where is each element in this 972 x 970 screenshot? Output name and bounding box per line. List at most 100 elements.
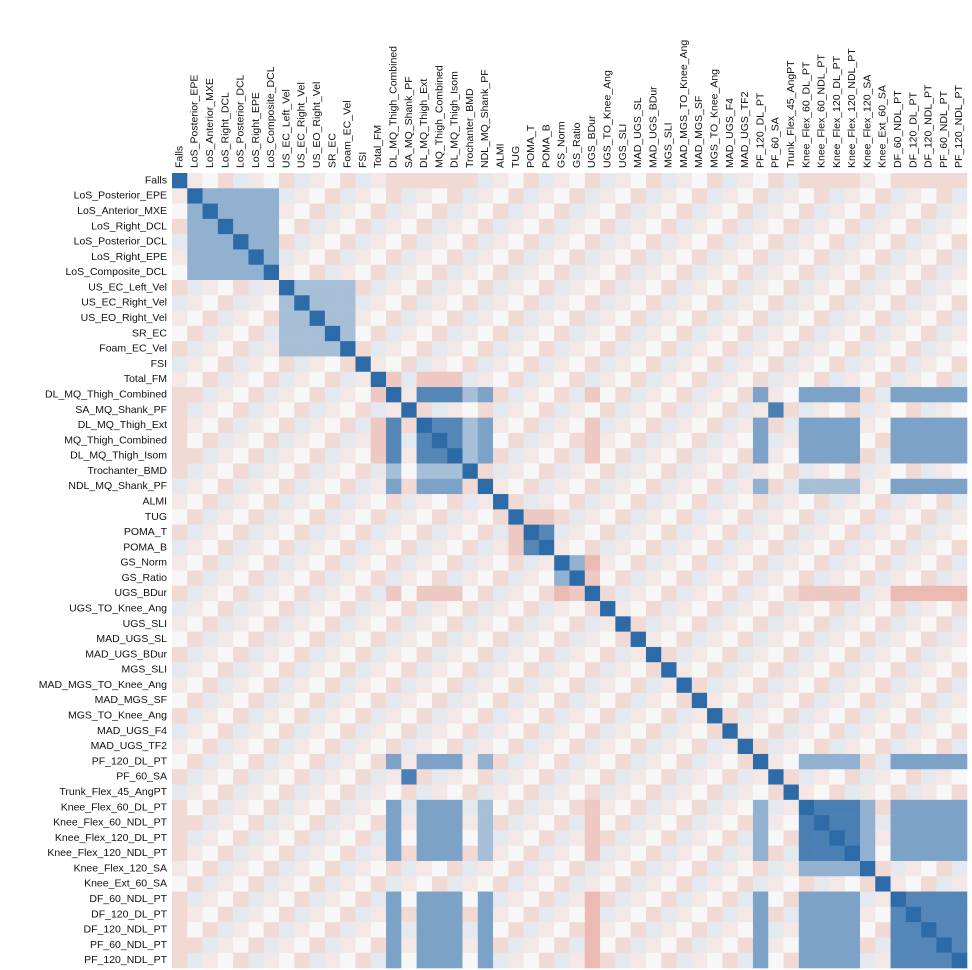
- heatmap-cell: [370, 188, 387, 204]
- heatmap-cell: [829, 616, 845, 632]
- heatmap-cell: [921, 753, 937, 770]
- row-label: MAD_MGS_TO_Knee_Ang: [39, 679, 167, 691]
- heatmap-cell: [661, 539, 677, 556]
- heatmap-cell: [783, 555, 800, 571]
- column-label: LoS_Right_DCL: [219, 92, 231, 168]
- heatmap-cell: [630, 234, 647, 250]
- heatmap-cell: [584, 478, 601, 495]
- heatmap-cell: [217, 494, 234, 510]
- heatmap-cell: [477, 646, 494, 663]
- heatmap-cell: [829, 448, 845, 464]
- heatmap-cell: [630, 509, 647, 525]
- heatmap-cell: [386, 417, 402, 434]
- heatmap-cell: [340, 249, 356, 266]
- heatmap-cell: [447, 448, 463, 464]
- heatmap-cell: [890, 906, 907, 923]
- heatmap-cell: [248, 830, 265, 846]
- heatmap-cell: [462, 371, 479, 388]
- heatmap-cell: [798, 601, 815, 617]
- heatmap-cell: [279, 325, 295, 342]
- heatmap-cell: [936, 524, 953, 541]
- heatmap-cell: [645, 280, 662, 296]
- heatmap-cell: [783, 295, 800, 311]
- heatmap-cell: [798, 387, 815, 403]
- heatmap-cell: [309, 738, 326, 755]
- column-label: POMA_T: [525, 124, 537, 168]
- heatmap-cell: [508, 769, 524, 785]
- heatmap-cell: [722, 218, 738, 235]
- heatmap-cell: [309, 280, 326, 296]
- heatmap-cell: [951, 218, 968, 235]
- heatmap-cell: [584, 570, 601, 587]
- heatmap-cell: [263, 860, 280, 877]
- heatmap-cell: [859, 188, 876, 204]
- heatmap-cell: [416, 876, 433, 892]
- heatmap-cell: [340, 891, 356, 908]
- heatmap-cell: [737, 234, 754, 250]
- heatmap-cell: [279, 310, 295, 327]
- heatmap-cell: [798, 234, 815, 250]
- heatmap-cell: [844, 692, 861, 709]
- heatmap-cell: [477, 402, 494, 418]
- heatmap-cell: [386, 310, 402, 327]
- heatmap-cell: [431, 203, 448, 220]
- heatmap-cell: [752, 387, 769, 403]
- heatmap-cell: [691, 387, 708, 403]
- heatmap-cell: [890, 234, 907, 250]
- heatmap-cell: [172, 646, 188, 663]
- heatmap-cell: [645, 738, 662, 755]
- heatmap-cell: [875, 631, 891, 648]
- heatmap-cell: [844, 218, 861, 235]
- heatmap-cell: [355, 692, 372, 709]
- heatmap-cell: [187, 371, 203, 388]
- heatmap-cell: [370, 616, 387, 632]
- heatmap-cell: [798, 417, 815, 434]
- heatmap-cell: [890, 539, 907, 556]
- heatmap-cell: [217, 585, 234, 602]
- heatmap-cell: [905, 723, 922, 739]
- heatmap-cell: [187, 203, 203, 220]
- heatmap-cell: [905, 524, 922, 541]
- heatmap-cell: [707, 417, 723, 434]
- heatmap-cell: [538, 295, 555, 311]
- heatmap-cell: [508, 524, 524, 541]
- heatmap-cell: [921, 815, 937, 831]
- heatmap-cell: [538, 494, 555, 510]
- heatmap-cell: [615, 341, 631, 357]
- heatmap-cell: [340, 922, 356, 938]
- heatmap-cell: [859, 280, 876, 296]
- heatmap-cell: [783, 387, 800, 403]
- heatmap-cell: [615, 218, 631, 235]
- heatmap-cell: [737, 325, 754, 342]
- heatmap-cell: [217, 524, 234, 541]
- heatmap-cell: [936, 891, 953, 908]
- row-label: GS_Norm: [120, 557, 167, 569]
- heatmap-cell: [844, 631, 861, 648]
- heatmap-cell: [752, 723, 769, 739]
- heatmap-cell: [584, 234, 601, 250]
- heatmap-cell: [951, 677, 968, 694]
- heatmap-cell: [890, 662, 907, 678]
- heatmap-cell: [248, 738, 265, 755]
- heatmap-cell: [309, 463, 326, 480]
- heatmap-cell: [416, 203, 433, 220]
- heatmap-cell: [416, 922, 433, 938]
- heatmap-cell: [844, 463, 861, 480]
- heatmap-cell: [279, 616, 295, 632]
- heatmap-cell: [921, 876, 937, 892]
- heatmap-cell: [707, 295, 723, 311]
- heatmap-cell: [523, 631, 540, 648]
- heatmap-cell: [477, 830, 494, 846]
- heatmap-cell: [447, 830, 463, 846]
- heatmap-cell: [416, 860, 433, 877]
- heatmap-cell: [829, 173, 845, 189]
- heatmap-cell: [401, 891, 417, 908]
- heatmap-cell: [951, 753, 968, 770]
- heatmap-cell: [737, 937, 754, 954]
- heatmap-cell: [217, 922, 234, 938]
- heatmap-cell: [508, 692, 524, 709]
- heatmap-cell: [554, 325, 570, 342]
- heatmap-cell: [859, 264, 876, 281]
- heatmap-cell: [202, 188, 219, 204]
- heatmap-cell: [248, 463, 265, 480]
